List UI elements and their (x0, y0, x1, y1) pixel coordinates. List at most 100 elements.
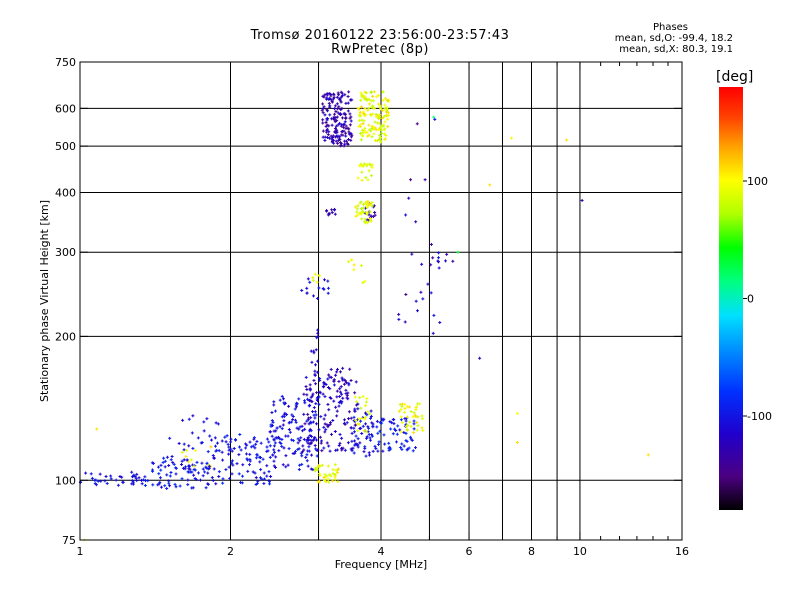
data-point (208, 434, 212, 438)
data-point (391, 432, 395, 436)
data-point (378, 421, 382, 425)
data-point (94, 483, 98, 487)
x-tick-label: 2 (227, 545, 234, 558)
data-point (407, 446, 411, 450)
data-point (327, 444, 331, 448)
data-point (414, 446, 418, 450)
data-point (360, 170, 364, 174)
data-point (346, 101, 350, 105)
data-point (367, 133, 371, 137)
data-point (190, 486, 194, 490)
data-point (281, 423, 285, 427)
data-point (315, 454, 319, 458)
data-point (306, 464, 310, 468)
data-point (182, 442, 186, 446)
data-point (325, 130, 329, 134)
data-point (370, 166, 374, 170)
data-point (326, 291, 330, 295)
data-point (370, 174, 374, 178)
data-point (340, 376, 344, 380)
data-point (182, 458, 186, 462)
data-point (338, 441, 342, 445)
data-point (326, 386, 330, 390)
data-point (213, 456, 217, 460)
data-point (99, 479, 103, 483)
data-point (248, 463, 252, 467)
data-point (349, 426, 353, 430)
data-point (120, 475, 124, 479)
data-point (407, 196, 411, 200)
data-point (314, 466, 318, 470)
data-point (316, 296, 320, 300)
data-point (209, 445, 213, 449)
data-point (421, 428, 425, 432)
data-point (347, 130, 351, 134)
data-point (371, 99, 375, 103)
data-point (210, 438, 214, 442)
data-point (274, 455, 278, 459)
data-point (323, 395, 327, 399)
data-point (414, 408, 418, 412)
data-point (282, 419, 286, 423)
data-point (356, 204, 360, 208)
data-point (116, 483, 120, 487)
data-point (321, 129, 325, 133)
data-point (402, 410, 406, 414)
data-point (205, 417, 209, 421)
data-point (274, 436, 278, 440)
data-point (311, 420, 315, 424)
data-point (330, 117, 334, 121)
data-point (341, 366, 345, 370)
data-point (201, 474, 205, 478)
data-point (269, 423, 273, 427)
data-point (372, 90, 376, 94)
data-point (308, 403, 312, 407)
data-point (211, 479, 215, 483)
data-point (328, 395, 332, 399)
data-point (130, 475, 134, 479)
data-point (371, 106, 375, 110)
data-point (367, 97, 371, 101)
data-point (296, 441, 300, 445)
data-point (367, 426, 371, 430)
data-point (169, 458, 173, 462)
data-point (325, 118, 329, 122)
data-point (337, 400, 341, 404)
data-point (327, 101, 331, 105)
data-point (356, 429, 360, 433)
data-point (190, 431, 194, 435)
data-point (330, 99, 334, 103)
data-point (370, 433, 374, 437)
data-point (319, 415, 323, 419)
data-point (174, 485, 178, 489)
data-point (353, 430, 357, 434)
data-point (408, 420, 412, 424)
data-point (320, 108, 324, 112)
data-point (382, 128, 386, 132)
data-point (405, 448, 409, 452)
data-point (432, 313, 436, 317)
data-point (329, 93, 333, 97)
data-point (376, 449, 380, 453)
data-point (363, 131, 367, 135)
data-point (180, 477, 184, 481)
data-point (366, 108, 370, 112)
data-point (327, 373, 331, 377)
data-point (312, 378, 316, 382)
data-point (399, 446, 403, 450)
data-point (343, 418, 347, 422)
data-point (191, 446, 195, 450)
data-point (431, 331, 435, 335)
data-point (270, 434, 274, 438)
data-point (162, 456, 166, 460)
x-tick-label: 16 (675, 545, 689, 558)
data-point (383, 132, 387, 136)
data-point (248, 459, 252, 463)
data-point (385, 105, 389, 109)
data-point (345, 421, 349, 425)
data-point (265, 464, 269, 468)
data-point (309, 416, 313, 420)
data-point (255, 439, 259, 443)
data-point (377, 137, 381, 141)
